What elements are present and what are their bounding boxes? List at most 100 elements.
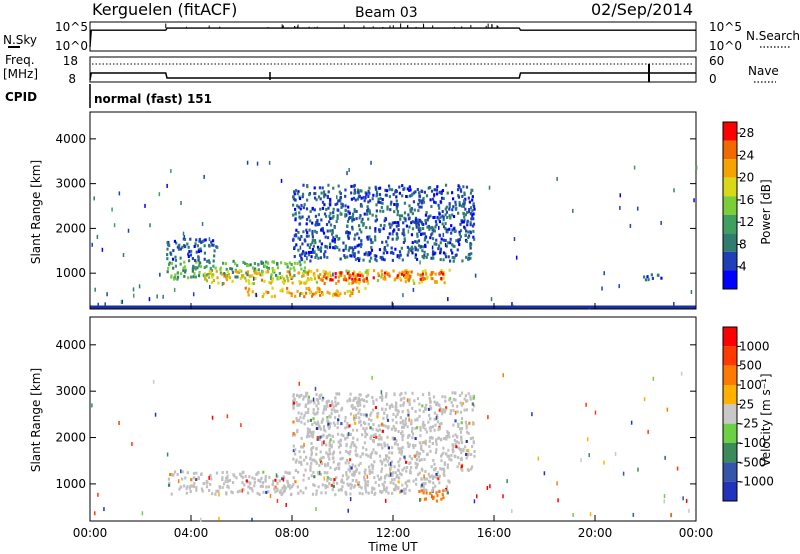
power-cell — [421, 270, 425, 274]
power-cell — [383, 219, 386, 223]
power-speckle — [603, 271, 605, 276]
power-cell — [320, 242, 323, 246]
power-cell — [300, 267, 303, 271]
velocity-speckle — [208, 475, 210, 480]
velocity-cell — [321, 396, 325, 400]
power-cell — [465, 240, 468, 244]
power-cell — [305, 280, 308, 284]
power-cell — [300, 203, 303, 207]
power-cell — [421, 249, 424, 253]
power-cell — [302, 269, 306, 273]
velocity-cell — [276, 475, 279, 479]
power-cell — [445, 244, 448, 248]
velocity-cell — [472, 394, 475, 398]
power-cell — [396, 236, 399, 240]
velocity-cell — [413, 399, 416, 403]
power-cell — [324, 270, 327, 274]
power-cell — [321, 291, 324, 295]
power-cell — [465, 255, 468, 259]
power-cell — [317, 213, 321, 217]
power-cell — [191, 269, 194, 273]
power-cell — [298, 280, 301, 284]
velocity-cell — [460, 403, 463, 407]
velocity-cell — [347, 461, 350, 465]
velocity-cell — [403, 487, 406, 491]
velocity-cell — [362, 426, 365, 430]
velocity-cell — [186, 471, 189, 475]
velocity-cell — [394, 408, 397, 412]
velocity-cell — [457, 422, 460, 426]
velocity-cell — [435, 473, 438, 477]
power-cell — [234, 269, 237, 273]
velocity-cell — [294, 448, 297, 452]
velocity-cell — [469, 437, 473, 441]
power-cell — [378, 248, 382, 252]
power-speckle — [203, 174, 205, 179]
power-cell — [441, 222, 444, 226]
velocity-cell — [339, 451, 342, 455]
power-cell — [472, 222, 476, 226]
velocity-cell — [397, 486, 400, 490]
colorbar-frame — [722, 326, 738, 502]
velocity-cell — [444, 399, 447, 403]
power-cell — [381, 257, 385, 261]
velocity-cell — [324, 407, 328, 411]
velocity-cell — [438, 427, 441, 431]
velocity-cell — [408, 443, 411, 447]
velocity-cell — [418, 408, 421, 412]
power-cell — [467, 230, 470, 234]
power-cell — [313, 272, 316, 276]
power-cell — [392, 269, 395, 273]
power-cell — [212, 259, 215, 263]
power-cell — [397, 223, 400, 227]
velocity-cell — [380, 437, 383, 441]
velocity-cell — [409, 469, 412, 473]
power-cell — [313, 192, 316, 196]
velocity-cell — [357, 463, 360, 467]
power-cell — [646, 275, 649, 279]
velocity-cell — [327, 422, 330, 426]
velocity-cell — [346, 422, 349, 426]
velocity-cell — [167, 477, 171, 481]
power-cell — [253, 271, 257, 275]
velocity-cell — [443, 410, 446, 414]
velocity-cell — [444, 489, 447, 493]
power-cell — [350, 184, 353, 188]
velocity-cell — [433, 468, 436, 472]
power-cell — [254, 277, 257, 281]
power-cell — [285, 274, 288, 278]
power-cell — [439, 258, 442, 262]
power-cell — [356, 232, 359, 236]
velocity-cell — [418, 402, 421, 406]
power-cell — [293, 190, 296, 194]
velocity-speckle — [94, 511, 96, 516]
velocity-cell — [393, 437, 396, 441]
velocity-cell — [189, 489, 192, 493]
velocity-cell — [326, 416, 329, 420]
velocity-cell — [317, 427, 320, 431]
power-cell — [313, 239, 317, 243]
power-cell — [292, 203, 295, 207]
power-cell — [323, 272, 326, 276]
power-speckle — [299, 292, 301, 297]
power-cell — [332, 214, 335, 218]
velocity-cell — [322, 433, 325, 437]
velocity-cell — [377, 483, 381, 487]
velocity-speckle — [323, 476, 325, 481]
power-cell — [434, 201, 437, 205]
velocity-cell — [449, 409, 452, 413]
velocity-cell — [217, 489, 220, 493]
velocity-cell — [442, 408, 445, 412]
power-cell — [211, 243, 214, 247]
power-speckle — [633, 165, 636, 170]
velocity-cell — [424, 427, 427, 431]
velocity-cell — [374, 491, 377, 495]
power-cell — [311, 221, 314, 225]
power-cell — [288, 272, 292, 276]
power-cell — [347, 248, 350, 252]
velocity-cell — [386, 459, 389, 463]
velocity-cell — [390, 472, 394, 476]
power-cell — [402, 274, 406, 278]
velocity-cell — [465, 408, 468, 412]
velocity-cell — [358, 471, 361, 475]
